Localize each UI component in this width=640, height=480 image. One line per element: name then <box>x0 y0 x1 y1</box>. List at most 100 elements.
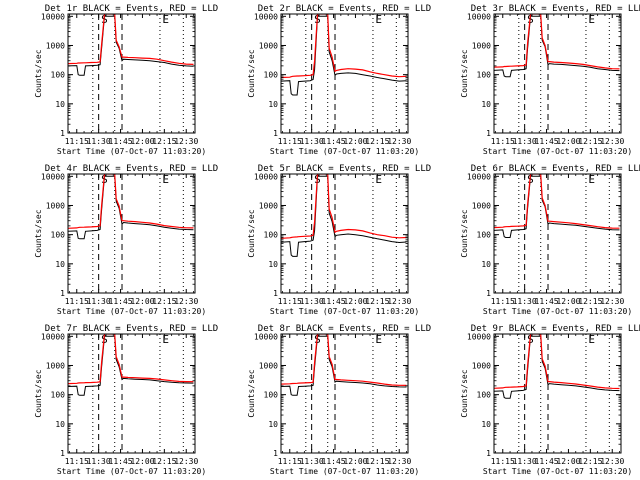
chart-title: Det 2r BLACK = Events, RED = LLD <box>258 4 431 14</box>
y-tick-label: 100 <box>264 71 279 80</box>
series-lld-line <box>494 334 620 390</box>
series-events-line <box>281 15 407 96</box>
x-tick-label: 12:00 <box>130 137 154 146</box>
marker-e: E <box>588 13 595 26</box>
y-tick-label: 10 <box>268 100 278 109</box>
x-tick-label: 11:45 <box>535 137 559 146</box>
x-tick-label: 11:30 <box>513 457 537 466</box>
x-tick-label: 12:00 <box>343 297 367 306</box>
y-tick-label: 10000 <box>467 332 491 341</box>
x-tick-label: 12:30 <box>387 457 411 466</box>
y-axis-label: Counts/sec <box>247 49 256 97</box>
x-tick-label: 11:30 <box>87 137 111 146</box>
y-axis-label: Counts/sec <box>247 209 256 257</box>
series-lld-line <box>494 14 620 70</box>
series-lld-line <box>281 334 407 386</box>
x-tick-label: 12:15 <box>578 457 602 466</box>
marker-e: E <box>375 333 382 346</box>
x-tick-label: 11:15 <box>278 457 302 466</box>
x-tick-label: 12:30 <box>174 137 198 146</box>
x-axis-label: Start Time (07-Oct-07 11:03:20) <box>483 147 632 156</box>
x-axis-label: Start Time (07-Oct-07 11:03:20) <box>57 147 206 156</box>
series-lld-line <box>68 174 194 229</box>
plot-frame <box>280 13 409 134</box>
x-tick-label: 12:15 <box>578 297 602 306</box>
x-tick-label: 11:45 <box>535 297 559 306</box>
x-tick-label: 12:30 <box>174 297 198 306</box>
x-tick-label: 11:30 <box>513 297 537 306</box>
chart-title: Det 3r BLACK = Events, RED = LLD <box>471 4 640 14</box>
x-tick-label: 12:30 <box>174 457 198 466</box>
series-lld-line <box>281 174 407 239</box>
x-tick-label: 12:00 <box>556 297 580 306</box>
y-axis-label: Counts/sec <box>34 209 43 257</box>
y-tick-label: 100 <box>264 391 279 400</box>
x-axis-label: Start Time (07-Oct-07 11:03:20) <box>270 467 419 476</box>
marker-e: E <box>162 173 169 186</box>
y-axis-label: Counts/sec <box>34 369 43 417</box>
y-tick-label: 10 <box>55 260 65 269</box>
y-tick-label: 1000 <box>472 201 491 210</box>
y-tick-label: 10000 <box>467 12 491 21</box>
x-tick-label: 11:45 <box>322 297 346 306</box>
x-tick-label: 11:15 <box>491 137 515 146</box>
y-axis-label: Counts/sec <box>460 369 469 417</box>
series-events-line <box>68 15 194 76</box>
series-events-line <box>281 175 407 257</box>
x-tick-label: 12:30 <box>600 137 624 146</box>
plot-frame <box>493 333 622 454</box>
plot-frame <box>493 173 622 294</box>
y-tick-label: 10000 <box>254 172 278 181</box>
series-events-line <box>281 335 407 396</box>
x-tick-label: 11:45 <box>109 457 133 466</box>
plot-frame <box>493 13 622 134</box>
y-axis-label: Counts/sec <box>247 369 256 417</box>
y-tick-label: 10000 <box>467 172 491 181</box>
x-tick-label: 12:15 <box>365 457 389 466</box>
y-tick-label: 10000 <box>254 332 278 341</box>
x-tick-label: 11:15 <box>278 137 302 146</box>
marker-e: E <box>162 333 169 346</box>
x-tick-label: 11:45 <box>322 137 346 146</box>
y-tick-label: 100 <box>477 391 492 400</box>
y-tick-label: 100 <box>51 231 66 240</box>
x-axis-label: Start Time (07-Oct-07 11:03:20) <box>57 467 206 476</box>
y-tick-label: 1 <box>273 129 278 138</box>
y-tick-label: 1000 <box>259 361 278 370</box>
x-axis-label: Start Time (07-Oct-07 11:03:20) <box>270 307 419 316</box>
y-tick-label: 10 <box>268 420 278 429</box>
y-tick-label: 100 <box>477 71 492 80</box>
y-tick-label: 1000 <box>46 361 65 370</box>
x-axis-label: Start Time (07-Oct-07 11:03:20) <box>483 467 632 476</box>
series-events-line <box>494 335 620 399</box>
y-tick-label: 10000 <box>254 12 278 21</box>
series-events-line <box>68 335 194 396</box>
y-tick-label: 1000 <box>259 201 278 210</box>
x-tick-label: 11:45 <box>109 297 133 306</box>
y-tick-label: 1000 <box>472 41 491 50</box>
x-tick-label: 12:00 <box>556 457 580 466</box>
y-tick-label: 10 <box>55 420 65 429</box>
x-tick-label: 11:15 <box>65 457 89 466</box>
series-events-line <box>68 175 194 240</box>
y-axis-label: Counts/sec <box>460 209 469 257</box>
x-tick-label: 11:15 <box>65 137 89 146</box>
chart-title: Det 4r BLACK = Events, RED = LLD <box>45 164 218 174</box>
x-axis-label: Start Time (07-Oct-07 11:03:20) <box>483 307 632 316</box>
x-tick-label: 11:30 <box>87 457 111 466</box>
x-tick-label: 12:15 <box>152 137 176 146</box>
y-tick-label: 1 <box>273 289 278 298</box>
series-events-line <box>494 175 620 238</box>
plot-frame <box>280 173 409 294</box>
x-tick-label: 11:30 <box>300 297 324 306</box>
y-tick-label: 1 <box>273 449 278 458</box>
x-tick-label: 11:15 <box>65 297 89 306</box>
x-tick-label: 11:30 <box>300 457 324 466</box>
plot-frame <box>67 333 196 454</box>
x-axis-label: Start Time (07-Oct-07 11:03:20) <box>270 147 419 156</box>
x-tick-label: 12:30 <box>387 297 411 306</box>
